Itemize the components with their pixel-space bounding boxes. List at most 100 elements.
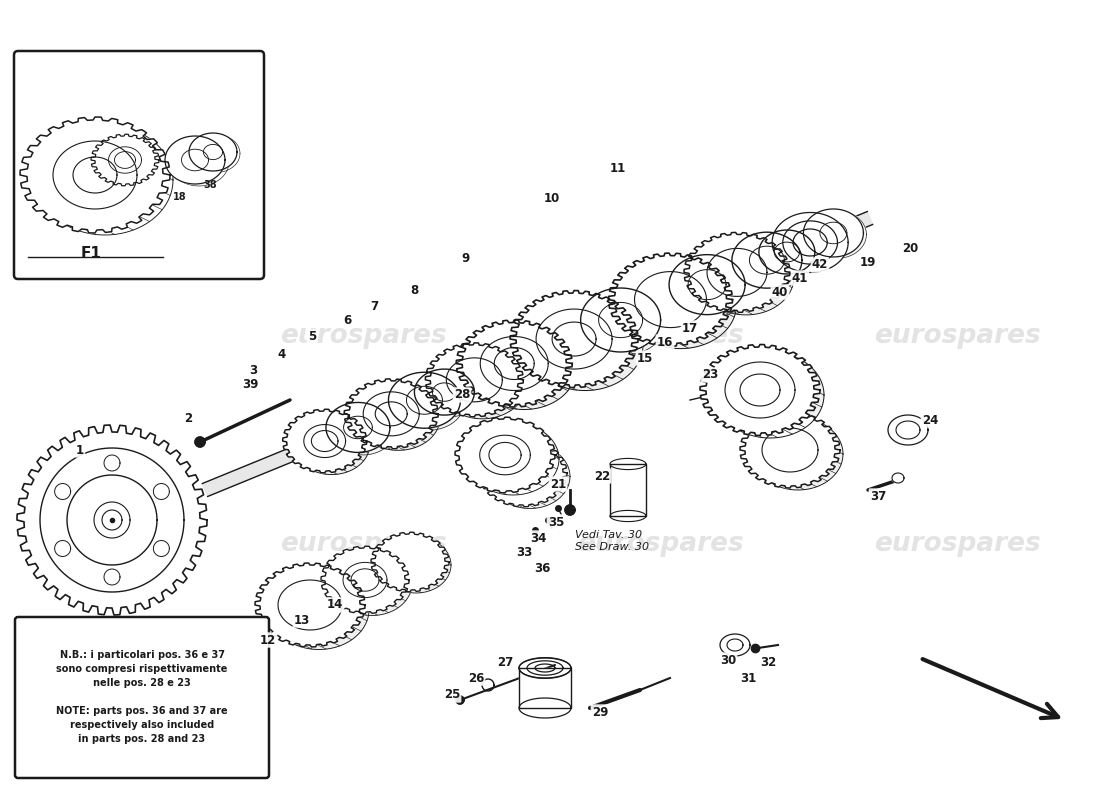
Text: 22: 22	[594, 470, 610, 482]
Polygon shape	[892, 473, 904, 483]
Polygon shape	[585, 290, 666, 354]
Text: 32: 32	[760, 657, 777, 670]
Polygon shape	[415, 369, 474, 415]
Polygon shape	[195, 437, 205, 447]
Text: 12: 12	[260, 634, 276, 646]
Text: 31: 31	[740, 671, 756, 685]
Text: 11: 11	[609, 162, 626, 174]
Polygon shape	[736, 234, 806, 290]
Text: 13: 13	[294, 614, 310, 626]
Polygon shape	[270, 570, 368, 650]
Text: eurospares: eurospares	[873, 323, 1041, 349]
Polygon shape	[294, 414, 370, 474]
Text: eurospares: eurospares	[279, 323, 447, 349]
Polygon shape	[610, 510, 646, 522]
Polygon shape	[684, 233, 790, 312]
Polygon shape	[100, 138, 160, 186]
Text: 29: 29	[592, 706, 608, 718]
Polygon shape	[438, 349, 526, 419]
Text: 15: 15	[637, 351, 653, 365]
Text: F1: F1	[80, 246, 101, 261]
Text: eurospares: eurospares	[873, 531, 1041, 557]
Polygon shape	[669, 254, 745, 314]
Polygon shape	[388, 372, 461, 428]
Text: 4: 4	[278, 349, 286, 362]
Text: 8: 8	[410, 283, 418, 297]
Text: 6: 6	[343, 314, 351, 326]
Polygon shape	[468, 423, 559, 495]
Polygon shape	[610, 464, 646, 516]
Text: eurospares: eurospares	[279, 531, 447, 557]
Text: 34: 34	[530, 531, 547, 545]
Text: 3: 3	[249, 363, 257, 377]
Text: eurospares: eurospares	[576, 323, 744, 349]
Text: 41: 41	[792, 271, 808, 285]
Polygon shape	[192, 134, 240, 173]
Text: 35: 35	[548, 515, 564, 529]
Text: 24: 24	[922, 414, 938, 426]
Polygon shape	[519, 698, 571, 718]
Text: 17: 17	[682, 322, 698, 334]
Polygon shape	[740, 412, 840, 488]
Polygon shape	[255, 563, 365, 647]
Polygon shape	[332, 551, 412, 615]
Polygon shape	[772, 213, 848, 273]
Polygon shape	[888, 415, 928, 445]
Text: 10: 10	[543, 191, 560, 205]
Text: 23: 23	[702, 369, 718, 382]
Text: 9: 9	[462, 251, 470, 265]
Text: 38: 38	[204, 180, 217, 190]
Text: 25: 25	[443, 689, 460, 702]
Text: 33: 33	[516, 546, 532, 558]
FancyBboxPatch shape	[15, 617, 270, 778]
Polygon shape	[674, 257, 750, 317]
Text: 7: 7	[370, 299, 378, 313]
Text: 20: 20	[902, 242, 918, 254]
Text: 19: 19	[860, 255, 877, 269]
Polygon shape	[478, 439, 566, 506]
Polygon shape	[331, 405, 395, 455]
Polygon shape	[189, 133, 236, 171]
Polygon shape	[455, 418, 556, 493]
Polygon shape	[456, 696, 464, 704]
Text: 5: 5	[308, 330, 316, 343]
Polygon shape	[393, 374, 464, 430]
Text: 40: 40	[772, 286, 789, 298]
Polygon shape	[716, 352, 824, 438]
Polygon shape	[326, 402, 390, 453]
Polygon shape	[732, 232, 802, 288]
Polygon shape	[202, 211, 872, 497]
Text: 28: 28	[454, 389, 470, 402]
Polygon shape	[418, 371, 478, 417]
Text: 26: 26	[468, 671, 484, 685]
Polygon shape	[754, 418, 843, 490]
Polygon shape	[698, 239, 794, 315]
Text: 37: 37	[870, 490, 887, 502]
Polygon shape	[625, 261, 737, 349]
Text: 2: 2	[184, 411, 192, 425]
Text: 18: 18	[173, 192, 187, 202]
Polygon shape	[510, 290, 638, 387]
Polygon shape	[519, 668, 571, 708]
Polygon shape	[762, 231, 818, 275]
Polygon shape	[283, 410, 366, 473]
Polygon shape	[803, 209, 864, 257]
Text: 14: 14	[327, 598, 343, 611]
Text: 1: 1	[76, 443, 84, 457]
Text: 27: 27	[497, 655, 513, 669]
Polygon shape	[356, 384, 440, 450]
Polygon shape	[371, 532, 449, 592]
Text: 16: 16	[657, 335, 673, 349]
Polygon shape	[426, 343, 524, 417]
Text: 36: 36	[534, 562, 550, 574]
Polygon shape	[165, 136, 226, 184]
Text: 30: 30	[719, 654, 736, 666]
Polygon shape	[608, 253, 733, 346]
Polygon shape	[759, 230, 815, 274]
Polygon shape	[700, 345, 820, 435]
Polygon shape	[321, 546, 409, 614]
Polygon shape	[456, 320, 572, 407]
FancyBboxPatch shape	[14, 51, 264, 279]
Polygon shape	[91, 134, 160, 186]
Text: 42: 42	[812, 258, 828, 271]
